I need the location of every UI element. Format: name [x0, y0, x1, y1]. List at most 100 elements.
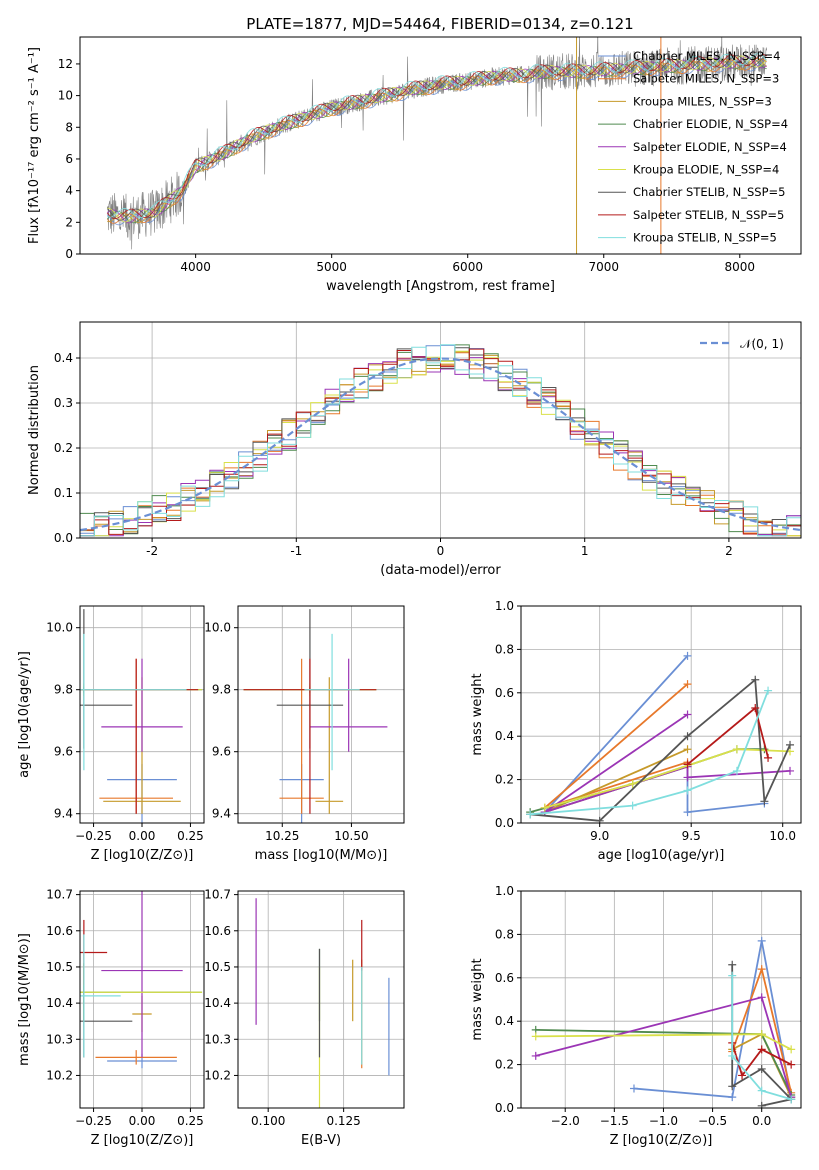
y-tick-label: 0.8 [495, 642, 514, 656]
y-tick-label: 9.4 [212, 807, 231, 821]
weight-point-marker [628, 801, 637, 810]
y-tick-label: 1.0 [495, 599, 514, 613]
plot-area [243, 609, 388, 823]
y-tick-label: 10.2 [46, 1068, 73, 1082]
x-tick-label: 0.100 [251, 1114, 285, 1128]
y-tick-label: 0.1 [54, 486, 73, 500]
y-tick-label: 10.7 [46, 888, 73, 902]
x-axis-label: wavelength [Angstrom, rest frame] [326, 279, 555, 294]
weight-point-marker [757, 993, 766, 1002]
weight-point-marker [757, 1064, 766, 1073]
weight-point-marker [728, 960, 737, 969]
x-axis-label: Z [log10(Z/Z⊙)] [610, 1133, 713, 1148]
weight-series-line [544, 748, 791, 809]
x-tick-label: 4000 [180, 260, 211, 274]
weight-point-marker [629, 1084, 638, 1093]
weight-point-marker [526, 810, 535, 819]
x-axis-label: age [log10(age/yr)] [598, 848, 725, 863]
weight-point-marker [540, 803, 549, 812]
y-tick-label: 2 [65, 215, 73, 229]
weight-point-marker [728, 1093, 737, 1102]
y-tick-label: 8 [65, 120, 73, 134]
y-tick-label: 0.6 [495, 971, 514, 985]
axes-frame [520, 890, 802, 1109]
weight-point-marker [683, 760, 692, 769]
y-tick-label: 9.8 [54, 683, 73, 697]
histogram-step [80, 344, 801, 537]
y-tick-label: 0.2 [495, 773, 514, 787]
z-age-panel: −0.25 0.00 0.25 9.4 9.6 9.8 10.0 Z [log10(Z/Z⊙)… [17, 605, 205, 863]
x-axis-label: mass [log10(M/M⊙)] [255, 848, 388, 863]
weight-series-line [731, 975, 792, 1101]
y-tick-label: 0.4 [495, 1014, 514, 1028]
model-spectrum-line [106, 59, 767, 226]
legend-label: Chabrier MILES, N_SSP=4 [633, 49, 780, 63]
legend-label: Kroupa ELODIE, N_SSP=4 [633, 163, 779, 177]
y-tick-label: 1.0 [495, 884, 514, 898]
x-tick-label: 6000 [452, 260, 483, 274]
legend-label: Chabrier ELODIE, N_SSP=4 [633, 117, 788, 131]
x-tick-label: 10.0 [769, 829, 796, 843]
y-tick-label: 0.0 [54, 531, 73, 545]
weight-point-marker [683, 732, 692, 741]
weight-point-marker [683, 680, 692, 689]
y-tick-label: 10 [58, 89, 73, 103]
y-tick-label: 0.8 [495, 927, 514, 941]
y-tick-label: 10.0 [46, 621, 73, 635]
normal-curve-line [80, 357, 801, 532]
y-tick-label: 10.0 [204, 621, 231, 635]
weight-point-marker [728, 1082, 737, 1091]
model-spectrum-line [107, 53, 768, 219]
x-tick-label: 10.50 [334, 829, 368, 843]
y-tick-label: 10.5 [204, 960, 231, 974]
weight-series-line [530, 690, 769, 816]
x-tick-label: 2 [725, 544, 733, 558]
y-tick-label: 0 [65, 247, 73, 261]
axes-frame [520, 605, 802, 824]
legend-label: Kroupa STELIB, N_SSP=5 [633, 231, 777, 245]
weight-point-marker [751, 703, 760, 712]
weight-series-line [530, 677, 791, 822]
weight-point-marker [760, 797, 769, 806]
weight-point-marker [683, 710, 692, 719]
mass-age-panel: 10.25 10.50 9.4 9.6 9.8 10.0 mass [log10(M/M⊙)… [204, 605, 405, 863]
x-tick-label: −0.25 [75, 829, 112, 843]
y-axis-label: Flux [fλ10⁻¹⁷ erg cm⁻² s⁻¹ A⁻¹] [27, 47, 42, 244]
weight-point-marker [764, 753, 773, 762]
y-tick-label: 10.3 [46, 1032, 73, 1046]
y-tick-label: 0.2 [495, 1058, 514, 1072]
plot-area [80, 344, 801, 537]
axes-frame [79, 36, 802, 255]
plot-area [80, 609, 203, 823]
x-tick-label: 8000 [725, 260, 756, 274]
weight-series-line [731, 1042, 792, 1078]
legend-label: Salpeter MILES, N_SSP=3 [633, 72, 779, 86]
weight-point-marker [683, 651, 692, 660]
x-tick-label: 0.25 [177, 829, 204, 843]
model-spectrum-line [106, 53, 767, 220]
y-tick-label: 0.0 [495, 1101, 514, 1115]
x-tick-label: 1 [581, 544, 589, 558]
weight-series-line [633, 940, 793, 1099]
weight-point-marker [531, 1032, 540, 1041]
x-tick-label: 10.25 [265, 829, 299, 843]
x-tick-label: −0.5 [698, 1114, 727, 1128]
y-tick-label: 12 [58, 57, 73, 71]
weight-point-marker [757, 1086, 766, 1095]
y-tick-label: 10.7 [204, 888, 231, 902]
legend-label: Kroupa MILES, N_SSP=3 [633, 94, 772, 108]
x-tick-label: −0.25 [75, 1114, 112, 1128]
x-axis-label: Z [log10(Z/Z⊙)] [91, 1133, 194, 1148]
x-tick-label: 0.25 [177, 1114, 204, 1128]
weight-point-marker [757, 1101, 766, 1108]
x-axis-label: (data-model)/error [380, 563, 501, 578]
weight-point-marker [751, 675, 760, 684]
weight-point-marker [787, 1095, 796, 1104]
y-tick-label: 9.6 [212, 745, 231, 759]
legend-label: Salpeter STELIB, N_SSP=5 [633, 208, 784, 222]
weight-point-marker [786, 740, 795, 749]
weight-point-marker [786, 766, 795, 775]
plot-area [106, 37, 768, 254]
x-tick-label: -1 [290, 544, 302, 558]
